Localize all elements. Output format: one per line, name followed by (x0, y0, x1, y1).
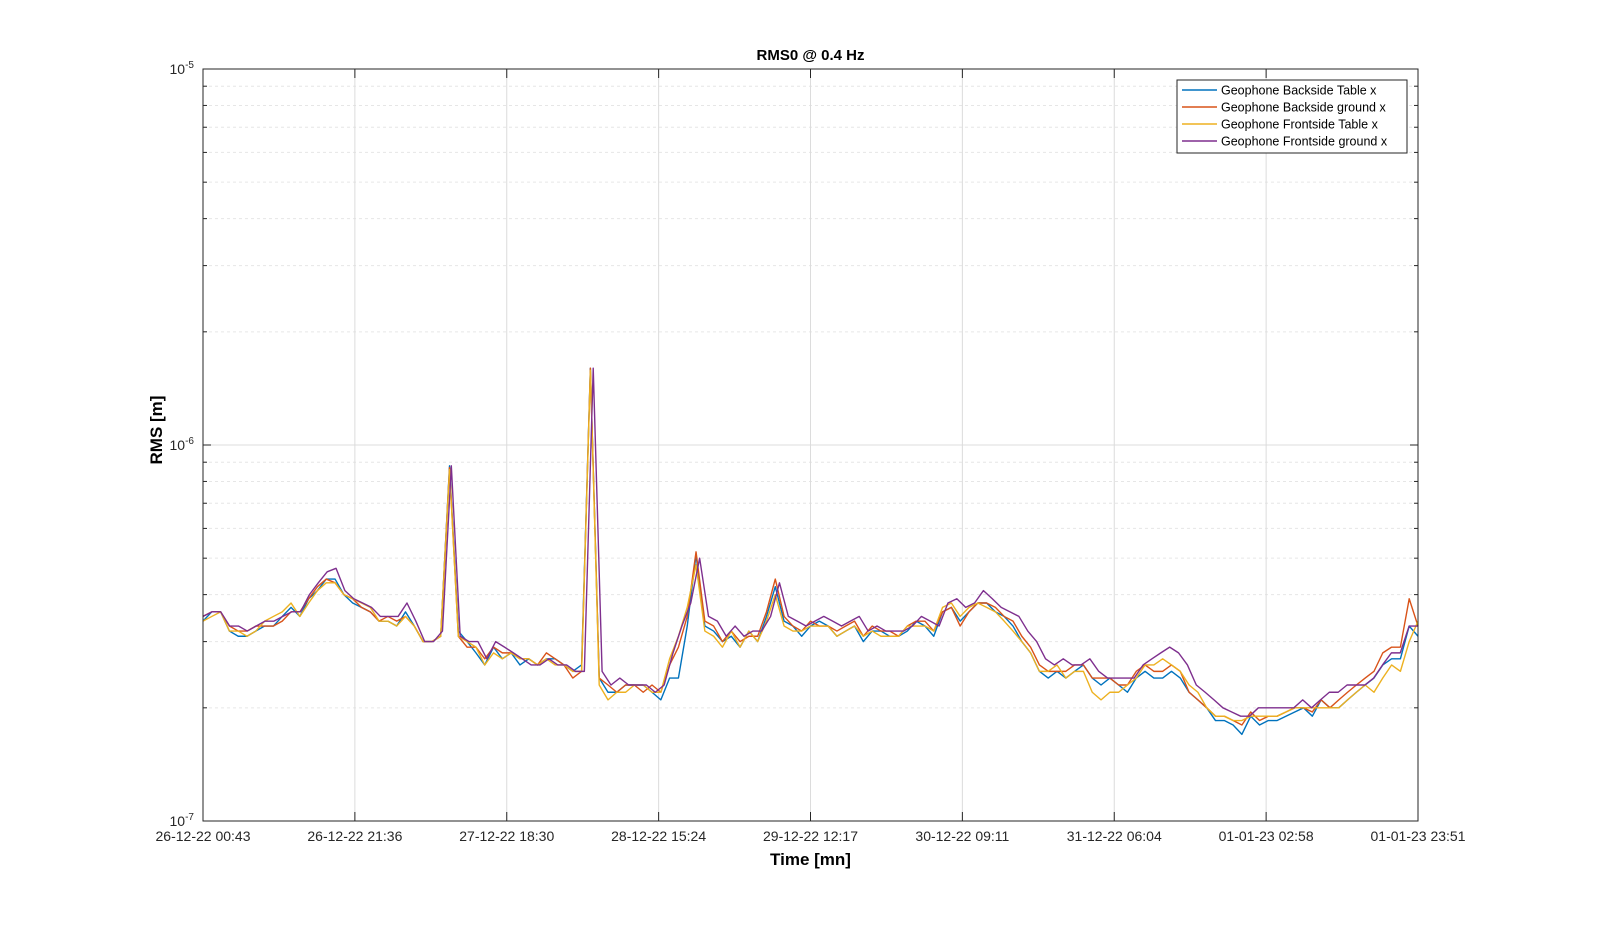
x-tick-label: 30-12-22 09:11 (915, 828, 1009, 844)
series-line-3 (202, 369, 1419, 722)
x-tick-label: 27-12-22 18:30 (459, 828, 554, 844)
grid-lines (203, 69, 1418, 822)
x-tick-label: 01-01-23 23:51 (1371, 828, 1466, 844)
x-axis-label: Time [mn] (770, 850, 851, 869)
legend-entry: Geophone Backside Table x (1221, 84, 1377, 98)
y-tick-label: 10-5 (170, 60, 195, 77)
x-tick-label: 01-01-23 02:58 (1219, 828, 1314, 844)
y-axis-label: RMS [m] (147, 396, 166, 465)
legend-entry: Geophone Backside ground x (1221, 101, 1386, 115)
y-tick-label: 10-7 (170, 812, 195, 829)
series-lines (202, 367, 1419, 736)
legend-entry: Geophone Frontside ground x (1221, 135, 1388, 149)
series-line-4 (202, 367, 1418, 717)
x-tick-labels: 26-12-22 00:43 26-12-22 21:36 27-12-22 18:… (156, 828, 1466, 844)
x-tick-label: 29-12-22 12:17 (763, 828, 858, 844)
y-tick-label: 10-6 (170, 436, 195, 453)
legend: Geophone Backside Table x Geophone Backsi… (1176, 79, 1408, 154)
x-tick-label: 31-12-22 06:04 (1067, 828, 1162, 844)
chart-title: RMS0 @ 0.4 Hz (757, 47, 865, 64)
y-tick-labels: 10-5 10-6 10-7 (170, 60, 195, 829)
x-tick-label: 26-12-22 00:43 (156, 828, 251, 844)
legend-entry: Geophone Frontside Table x (1221, 118, 1379, 132)
x-tick-label: 28-12-22 15:24 (611, 828, 706, 844)
axis-ticks (202, 69, 1419, 822)
x-tick-label: 26-12-22 21:36 (307, 828, 402, 844)
